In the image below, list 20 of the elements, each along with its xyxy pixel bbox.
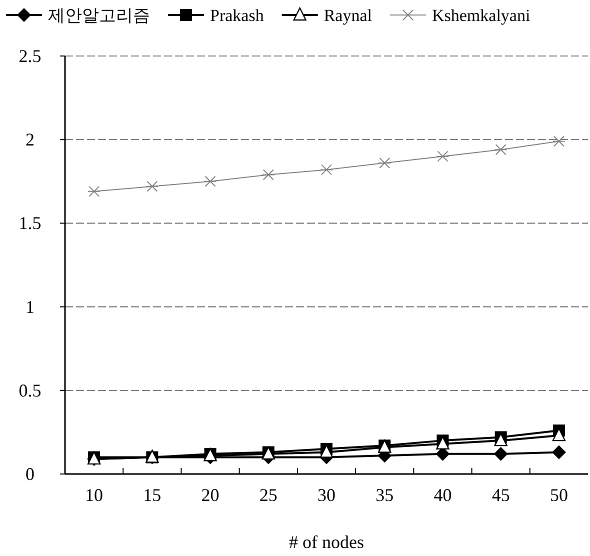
xtick: 45 [492,485,510,505]
xtick: 15 [143,485,162,505]
xtick: 25 [259,485,278,505]
ytick: 2 [26,130,34,150]
ytick: 0 [26,464,34,484]
ytick: 0.5 [18,380,42,400]
ytick: 1.5 [18,213,42,234]
xtick: 20 [201,485,220,505]
xtick: 10 [85,485,104,505]
xtick: 50 [550,485,568,505]
xtick: 30 [318,485,336,505]
legend-label: Kshemkalyani [432,6,530,25]
xtick: 40 [434,485,452,505]
legend-label: 제안알고리즘 [48,6,150,25]
xtick: 35 [376,485,394,505]
legend-label: Prakash [210,6,264,25]
xlabel: # of nodes [289,532,364,552]
ytick: 2.5 [18,46,42,66]
legend-label: Raynal [324,6,372,25]
ytick: 1 [26,296,34,317]
